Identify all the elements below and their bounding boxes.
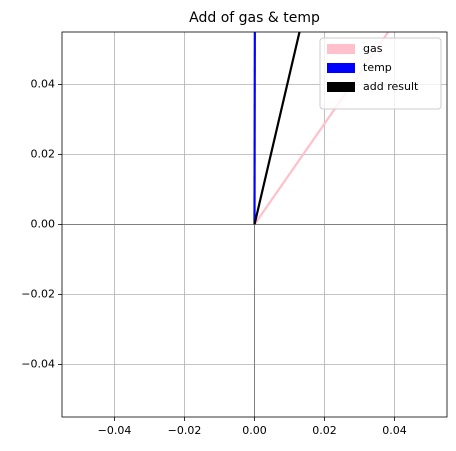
legend-label: add result [363, 80, 419, 93]
legend-label: temp [363, 61, 392, 74]
legend-label: gas [363, 42, 383, 55]
y-tick-label: −0.02 [21, 288, 55, 301]
vector [253, 32, 301, 225]
legend: gas temp add result [319, 37, 442, 110]
ticks: −0.04 −0.02 0.00 0.02 0.04 −0.04 −0.02 0.00 0.02… [21, 78, 406, 438]
y-tick-label: 0.02 [31, 148, 56, 161]
legend-swatch [327, 82, 355, 92]
x-tick-label: −0.02 [168, 424, 202, 437]
y-tick-label: 0.04 [31, 78, 56, 91]
x-tick-label: −0.04 [98, 424, 132, 437]
chart-title: Add of gas & temp [189, 10, 320, 26]
x-tick-label: 0.00 [242, 424, 267, 437]
vector [253, 32, 390, 226]
y-tick-label: 0.00 [31, 218, 56, 231]
legend-swatch [327, 63, 355, 73]
x-tick-label: 0.02 [312, 424, 337, 437]
y-tick-label: −0.04 [21, 358, 55, 371]
x-tick-label: 0.04 [382, 424, 407, 437]
vectors [253, 32, 390, 226]
legend-swatch [327, 44, 355, 54]
